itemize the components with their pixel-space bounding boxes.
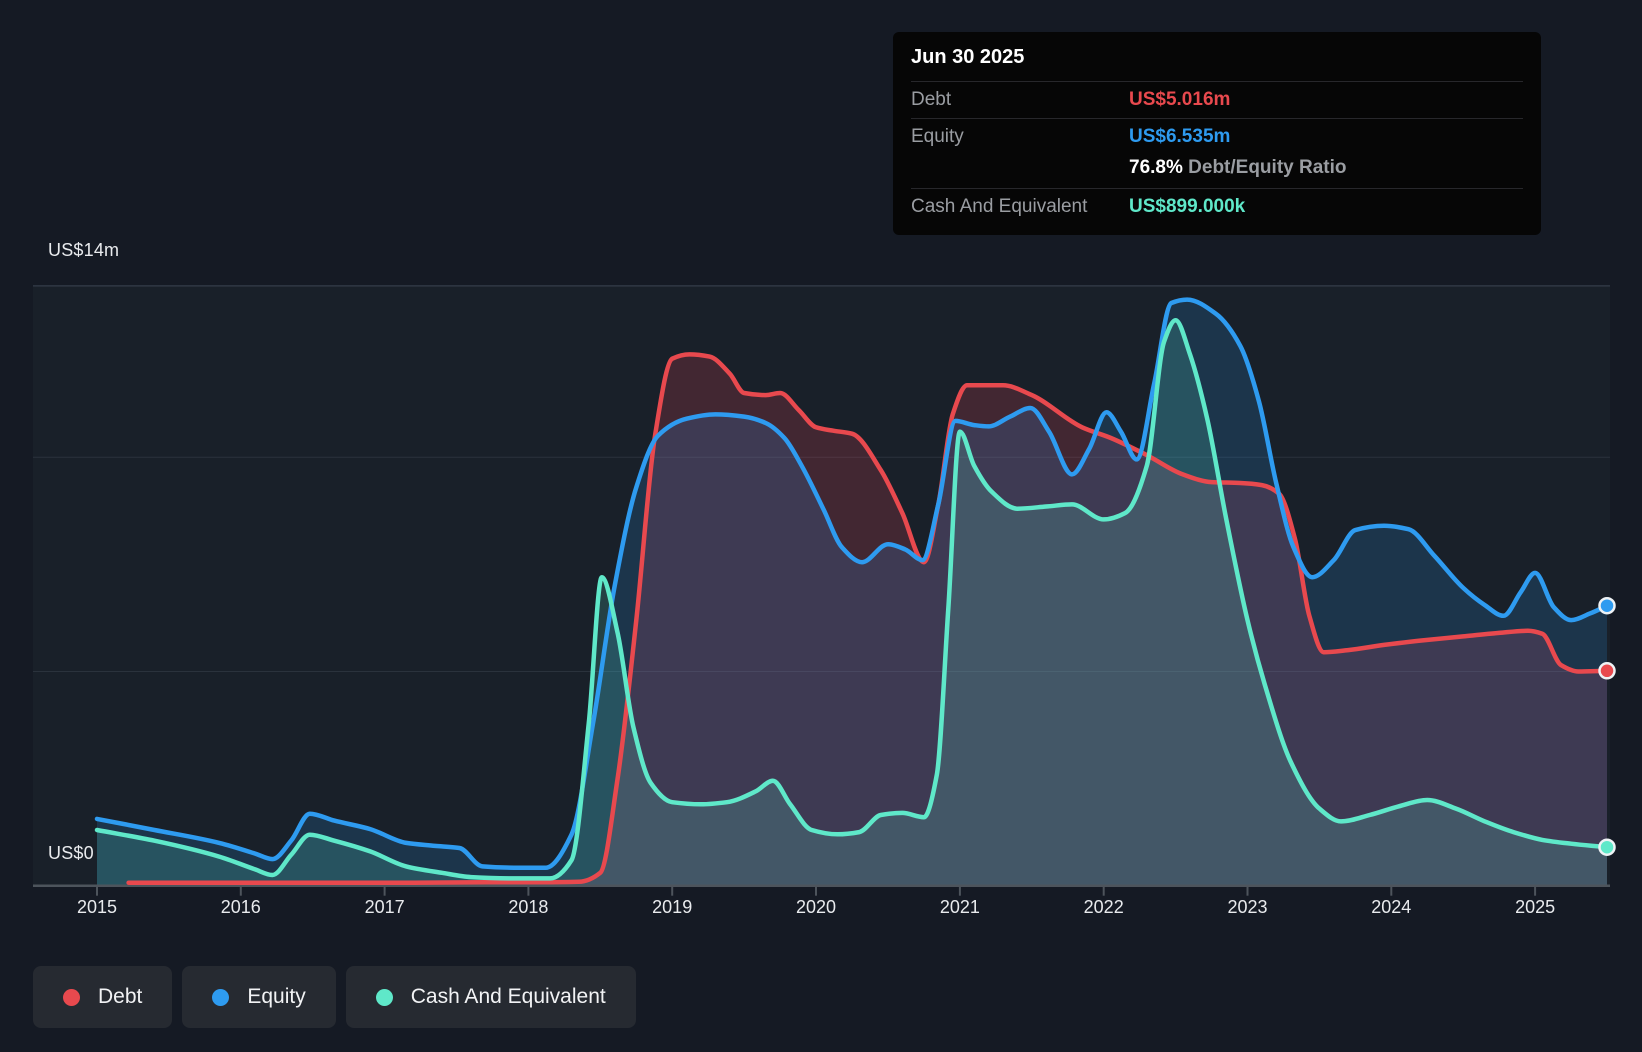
x-axis-label-2016: 2016 (220, 897, 261, 917)
chart-legend: Debt Equity Cash And Equivalent (33, 966, 636, 1028)
equity-area-fill (97, 299, 1607, 886)
tooltip-ratio-value: 76.8% (1129, 157, 1183, 178)
x-axis-label-2025: 2025 (1515, 897, 1556, 917)
legend-chip-cash[interactable]: Cash And Equivalent (345, 966, 636, 1028)
x-axis-label-2021: 2021 (939, 897, 980, 917)
debt-endpoint-marker (1598, 662, 1616, 680)
legend-debt-label: Debt (98, 985, 143, 1008)
equity-series-dot-icon (212, 988, 230, 1006)
x-axis-label-2015: 2015 (76, 897, 118, 917)
x-axis-label-2019: 2019 (652, 897, 693, 917)
tooltip-date: Jun 30 2025 (911, 46, 1523, 82)
tooltip-equity-label: Equity (911, 126, 964, 147)
legend-cash-label: Cash And Equivalent (410, 985, 606, 1008)
x-axis-label-2024: 2024 (1371, 897, 1412, 917)
tooltip-cash-value: US$899.000k (1129, 196, 1246, 217)
equity-line (94, 297, 1610, 870)
cash-series-dot-icon (375, 988, 393, 1006)
x-axis-label-2022: 2022 (1083, 897, 1124, 917)
tooltip-ratio-label: Debt/Equity Ratio (1188, 157, 1347, 178)
legend-equity-label: Equity (247, 985, 306, 1008)
cash-endpoint-marker (1598, 838, 1616, 856)
y-axis-label-max: US$14m (48, 240, 120, 260)
tooltip-cash-label: Cash And Equivalent (911, 196, 1088, 217)
legend-chip-debt[interactable]: Debt (33, 966, 173, 1028)
debt-series-dot-icon (63, 988, 80, 1006)
equity-endpoint-marker (1598, 596, 1616, 615)
legend-chip-equity[interactable]: Equity (182, 966, 336, 1028)
plot-area[interactable] (33, 285, 1610, 886)
tooltip-row-equity: Equity US$6.535m (911, 119, 1523, 155)
tooltip-row-debt: Debt US$5.016m (911, 82, 1523, 119)
x-axis-label-2017: 2017 (364, 897, 405, 917)
debt-area-fill (128, 354, 1608, 886)
tooltip-row-ratio: 76.8% Debt/Equity Ratio (911, 155, 1523, 189)
tooltip-debt-value: US$5.016m (1129, 89, 1231, 110)
chart-tooltip: Jun 30 2025 Debt US$5.016m Equity US$6.5… (893, 32, 1541, 235)
x-axis-label-2020: 2020 (795, 897, 837, 917)
tooltip-debt-label: Debt (911, 89, 952, 110)
tooltip-equity-value: US$6.535m (1129, 126, 1231, 147)
x-axis-label-2018: 2018 (508, 897, 549, 917)
debt-line (126, 352, 1610, 885)
x-axis-label-2023: 2023 (1227, 897, 1268, 917)
y-axis-label-zero: US$0 (48, 843, 94, 863)
cash-line (94, 317, 1610, 881)
cash-area-fill (97, 320, 1607, 886)
tooltip-row-cash: Cash And Equivalent US$899.000k (911, 189, 1523, 225)
